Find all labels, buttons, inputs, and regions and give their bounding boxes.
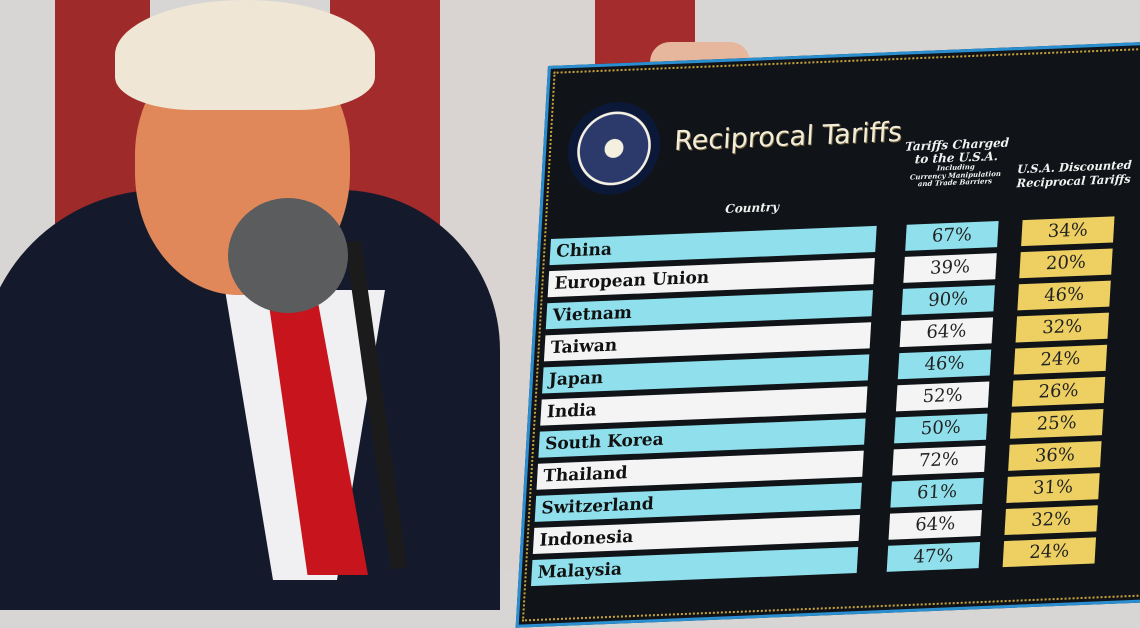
discounted-cell: 32% (1015, 312, 1109, 343)
header-discounted: U.S.A. Discounted Reciprocal Tariffs (1008, 157, 1140, 191)
discounted-cell: 31% (1006, 473, 1100, 503)
discounted-cell: 36% (1008, 441, 1102, 471)
discounted-cell: 20% (1019, 248, 1113, 279)
discounted-cell: 32% (1004, 505, 1098, 536)
charged-cell: 46% (897, 349, 992, 380)
country-cell: Malaysia (530, 546, 859, 587)
charged-cell: 47% (886, 542, 981, 572)
discounted-cell: 24% (1013, 344, 1108, 375)
discounted-cell: 25% (1009, 408, 1104, 439)
charged-cell: 64% (899, 317, 994, 348)
charged-cell: 64% (888, 509, 982, 540)
charged-cell: 52% (895, 381, 990, 412)
charged-cell: 61% (890, 477, 984, 508)
discounted-cell: 24% (1002, 537, 1097, 568)
hair (115, 0, 375, 110)
presidential-seal-icon (565, 100, 663, 197)
board-title: Reciprocal Tariffs (673, 116, 903, 158)
tariff-board: Reciprocal Tariffs Country Tariffs Charg… (515, 40, 1140, 628)
discounted-cell: 26% (1011, 376, 1106, 407)
charged-cell: 39% (903, 253, 997, 283)
microphone-icon (228, 198, 348, 313)
discounted-cell: 46% (1017, 280, 1111, 311)
header-charged: Tariffs Charged to the U.S.A. Including … (895, 136, 1018, 189)
charged-cell: 72% (892, 445, 986, 476)
header-country: Country (724, 199, 780, 217)
charged-cell: 67% (905, 221, 999, 251)
charged-cell: 90% (901, 285, 995, 316)
charged-cell: 50% (894, 413, 988, 444)
discounted-cell: 34% (1021, 216, 1115, 247)
